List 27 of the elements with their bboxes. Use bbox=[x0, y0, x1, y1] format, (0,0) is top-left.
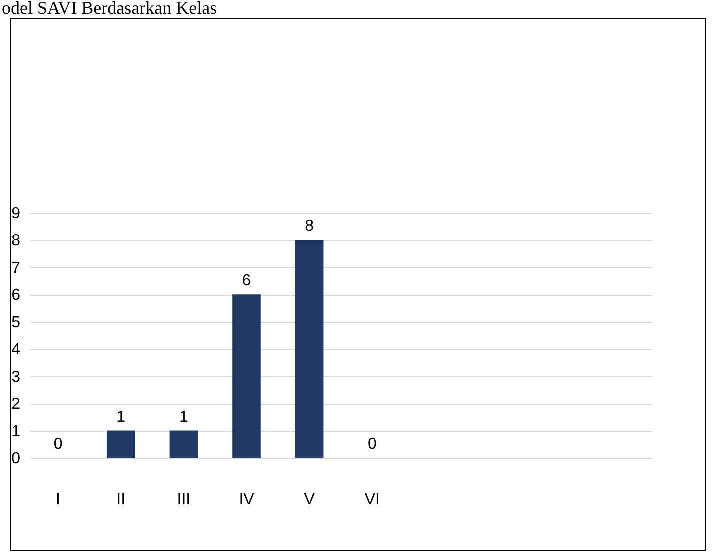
y-tick-label: 1 bbox=[12, 423, 21, 440]
y-tick-label: 9 bbox=[12, 206, 21, 222]
data-label: 0 bbox=[54, 436, 63, 453]
bar bbox=[232, 294, 261, 458]
bar bbox=[170, 430, 198, 458]
x-tick-label: VI bbox=[364, 492, 380, 508]
data-label: 8 bbox=[305, 218, 314, 236]
x-tick-label: V bbox=[304, 492, 316, 508]
x-tick-label: II bbox=[116, 492, 126, 508]
y-tick-label: 7 bbox=[12, 260, 21, 277]
y-tick-label: 2 bbox=[12, 396, 21, 414]
x-tick-label: III bbox=[177, 492, 191, 508]
y-tick-label: 8 bbox=[12, 232, 21, 250]
bar bbox=[106, 430, 136, 458]
bar bbox=[295, 240, 324, 458]
y-tick-label: 0 bbox=[12, 450, 21, 468]
y-tick-label: 6 bbox=[12, 287, 21, 304]
y-tick-label: 3 bbox=[12, 368, 21, 386]
y-tick-label: 4 bbox=[12, 342, 21, 359]
chart-title: odel SAVI Berdasarkan Kelas bbox=[2, 0, 218, 19]
x-tick-label: I bbox=[56, 492, 60, 508]
data-label: 1 bbox=[116, 408, 126, 426]
data-label: 6 bbox=[242, 272, 252, 290]
data-label: 0 bbox=[368, 436, 377, 453]
data-label: 1 bbox=[179, 408, 188, 426]
y-tick-label: 5 bbox=[12, 314, 21, 332]
x-tick-label: IV bbox=[239, 492, 255, 508]
